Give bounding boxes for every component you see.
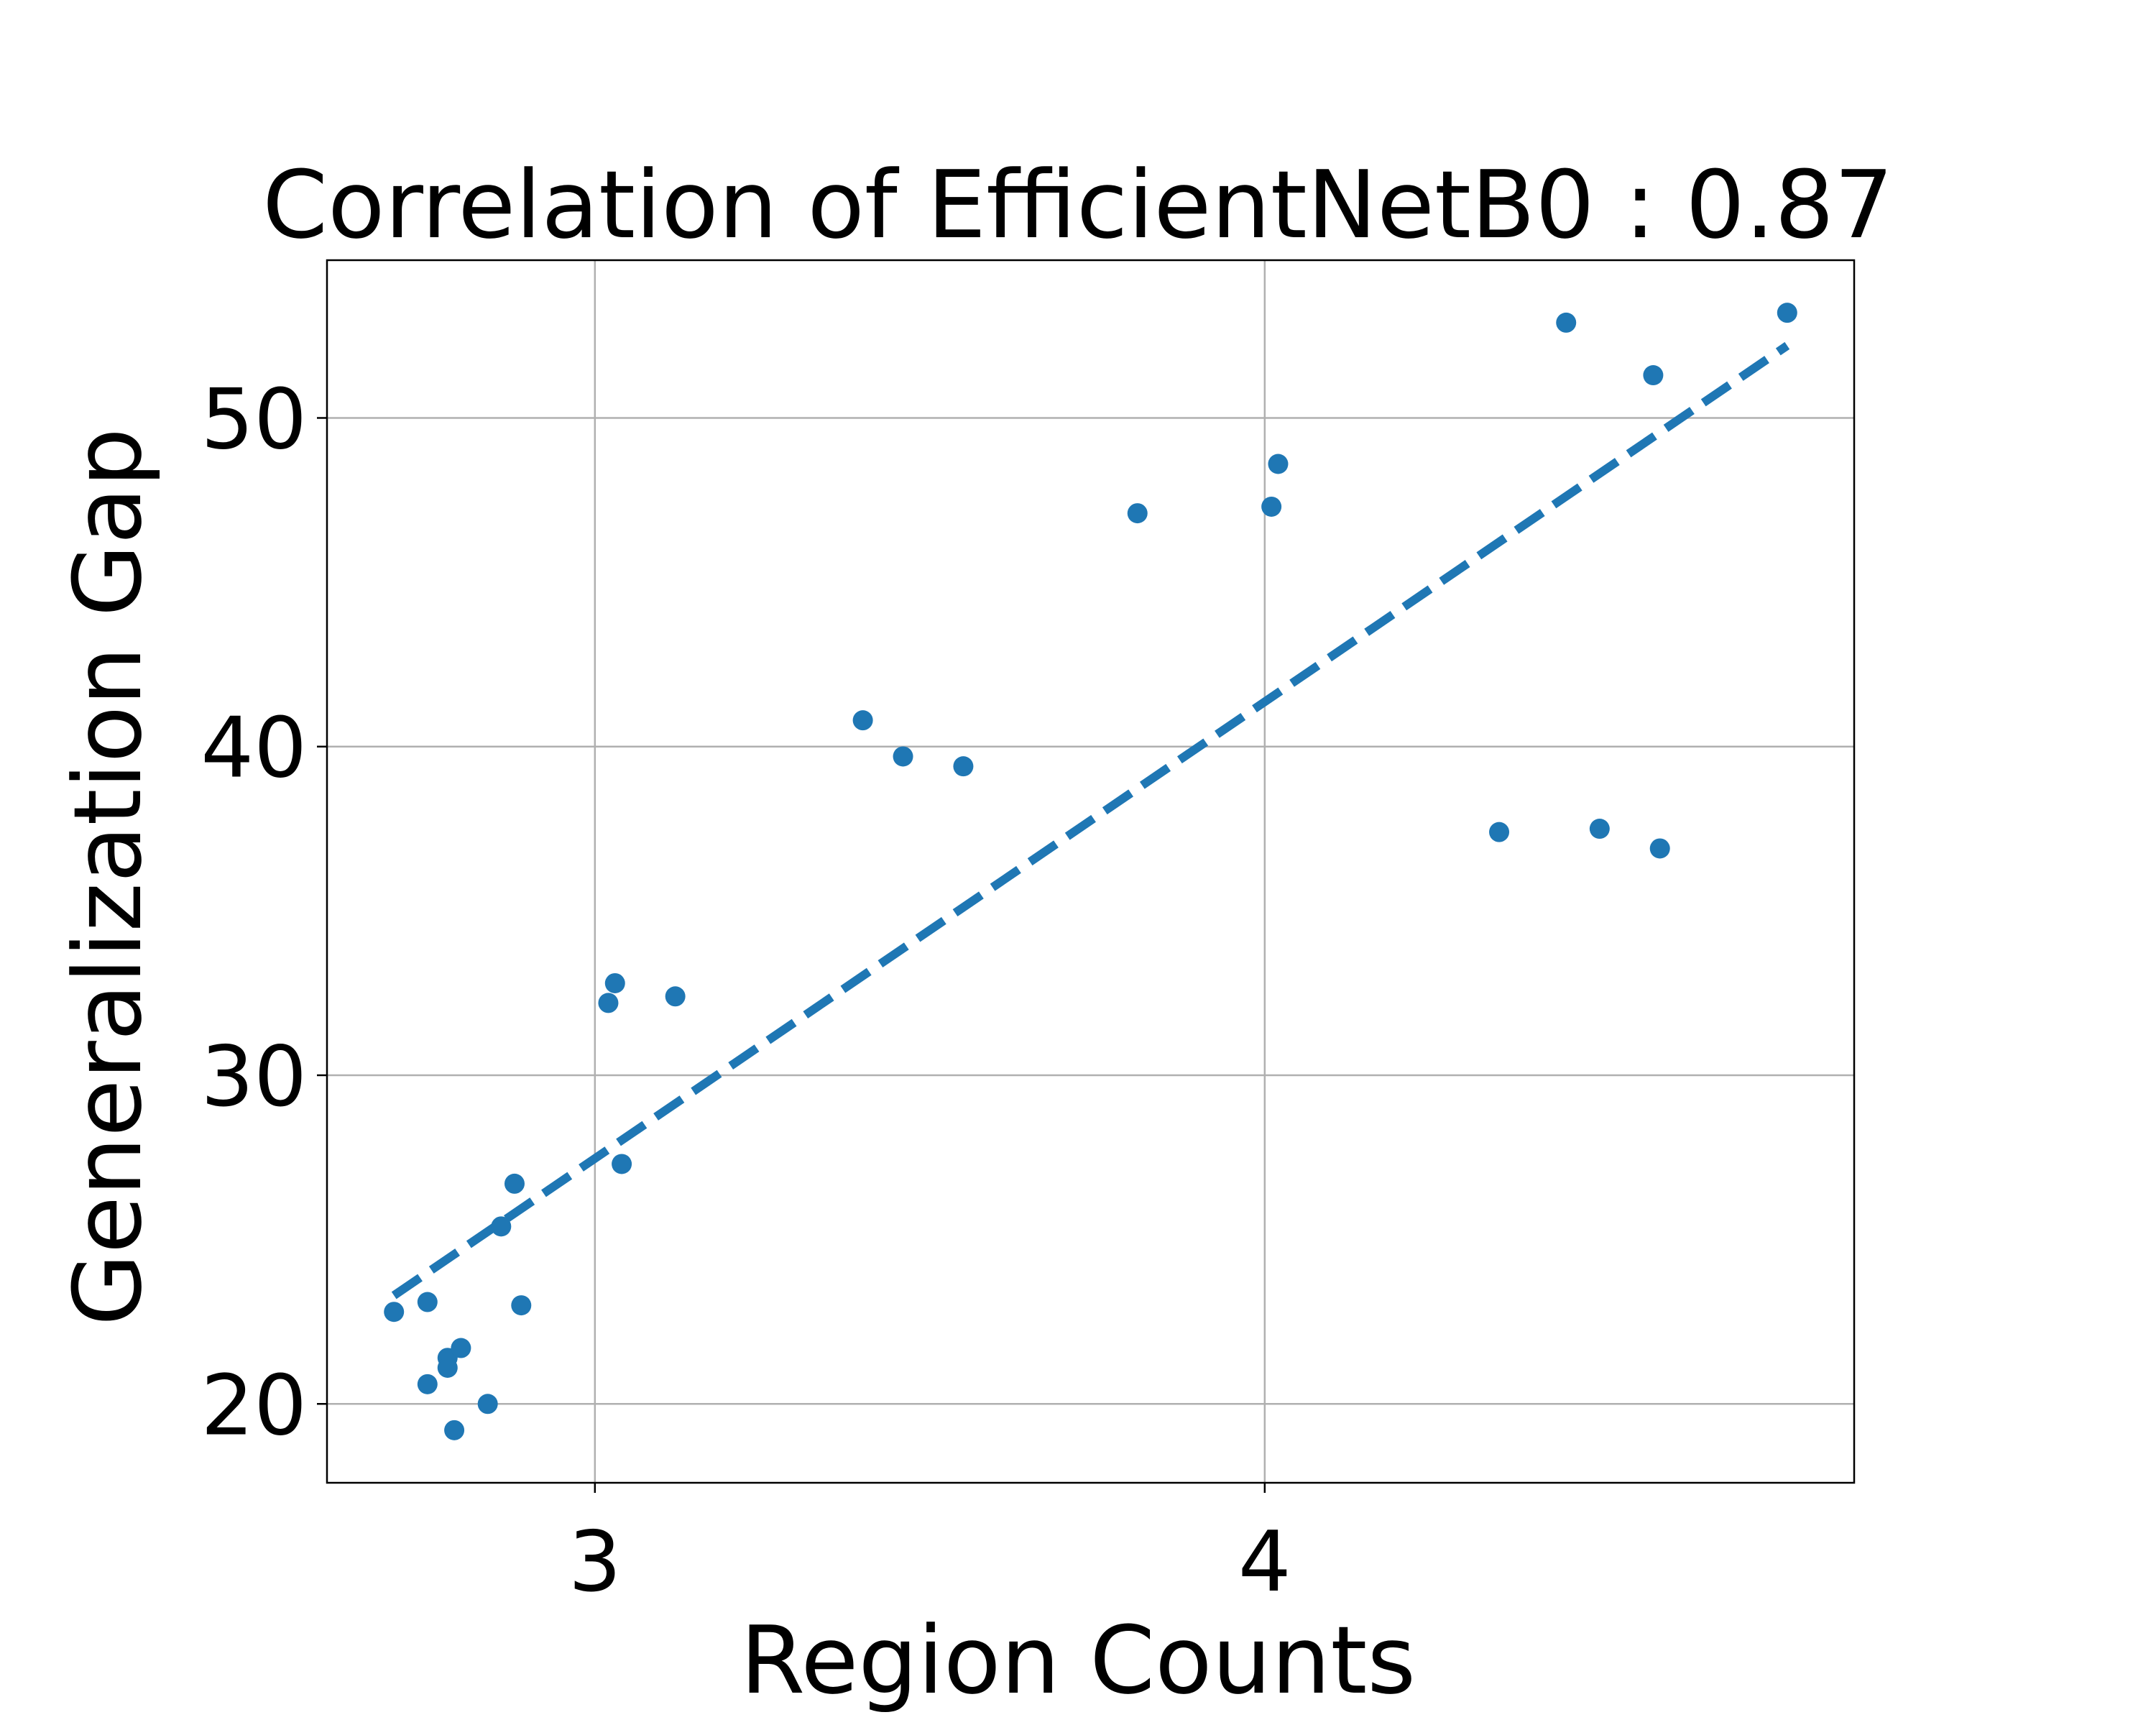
data-point bbox=[1649, 838, 1670, 859]
data-point bbox=[451, 1338, 471, 1358]
axis-ticks: 3 4 20 30 40 50 bbox=[201, 371, 1291, 1611]
data-point bbox=[604, 972, 625, 993]
data-point bbox=[953, 756, 974, 777]
data-point bbox=[1261, 496, 1282, 517]
x-axis-label: Region Counts bbox=[740, 1606, 1416, 1715]
data-point bbox=[384, 1302, 405, 1322]
trend-line-layer bbox=[391, 341, 1790, 1300]
data-point bbox=[504, 1173, 525, 1194]
data-point bbox=[598, 993, 619, 1013]
data-point bbox=[1777, 303, 1797, 323]
y-tick-label: 40 bbox=[201, 700, 307, 797]
grid bbox=[327, 260, 1854, 1483]
data-point bbox=[665, 986, 686, 1007]
data-point bbox=[852, 710, 873, 731]
data-point bbox=[612, 1154, 632, 1174]
data-point bbox=[1556, 312, 1577, 333]
data-point bbox=[1643, 365, 1664, 386]
data-point bbox=[511, 1295, 532, 1316]
y-axis-label: Generalization Gap bbox=[53, 428, 162, 1326]
y-tick-label: 50 bbox=[201, 371, 307, 468]
chart-title: Correlation of EfficientNetB0 : 0.87 bbox=[262, 150, 1894, 259]
data-point bbox=[437, 1357, 458, 1378]
x-tick-label: 3 bbox=[568, 1514, 622, 1611]
data-point bbox=[1268, 454, 1289, 474]
y-tick-label: 20 bbox=[201, 1357, 307, 1454]
data-point bbox=[444, 1420, 465, 1440]
data-point bbox=[1589, 819, 1610, 840]
data-points bbox=[384, 303, 1797, 1440]
data-point bbox=[1489, 822, 1510, 842]
data-point bbox=[893, 746, 913, 767]
plot-area-frame bbox=[326, 259, 1856, 1484]
data-point bbox=[477, 1394, 498, 1414]
data-point bbox=[1127, 503, 1148, 524]
data-point bbox=[417, 1374, 438, 1394]
data-point bbox=[491, 1216, 512, 1237]
trend-line bbox=[391, 341, 1790, 1300]
y-tick-label: 30 bbox=[201, 1029, 307, 1126]
data-point bbox=[417, 1292, 438, 1312]
x-tick-label: 4 bbox=[1238, 1514, 1291, 1611]
